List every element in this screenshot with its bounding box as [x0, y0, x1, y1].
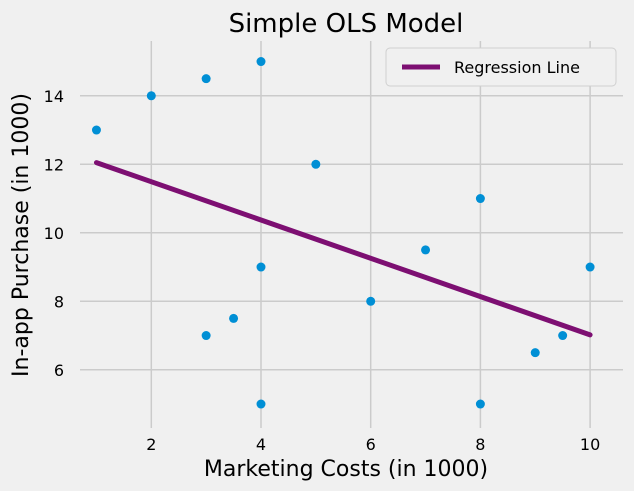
x-tick-label: 8 — [475, 435, 485, 454]
chart-title: Simple OLS Model — [229, 9, 464, 39]
x-tick-label: 2 — [146, 435, 156, 454]
plot-area — [80, 41, 623, 428]
x-axis-label: Marketing Costs (in 1000) — [204, 457, 488, 482]
scatter-point — [311, 159, 321, 169]
y-tick-label: 12 — [44, 155, 64, 174]
regression-line-group — [93, 160, 593, 338]
scatter-point — [146, 91, 156, 101]
scatter-point — [530, 348, 540, 358]
scatter-point — [256, 262, 266, 272]
x-tick-label: 10 — [580, 435, 600, 454]
scatter-point — [585, 262, 595, 272]
scatter-points — [91, 57, 595, 409]
y-tick-label: 10 — [44, 224, 64, 243]
scatter-point — [229, 313, 239, 323]
scatter-point — [475, 399, 485, 409]
y-tick-label: 8 — [54, 292, 64, 311]
x-tick-label: 6 — [366, 435, 376, 454]
legend: Regression Line — [385, 47, 617, 87]
y-axis-label: In-app Purchase (in 1000) — [9, 93, 34, 377]
scatter-point — [256, 399, 266, 409]
legend-box — [385, 47, 617, 87]
scatter-point — [558, 331, 568, 341]
y-tick-label: 14 — [44, 87, 64, 106]
regression-line — [93, 160, 593, 338]
scatter-point — [366, 296, 376, 306]
legend-label: Regression Line — [454, 58, 580, 77]
scatter-point — [421, 245, 431, 255]
scatter-point — [256, 57, 266, 67]
scatter-point — [201, 331, 211, 341]
x-tick-label: 4 — [256, 435, 266, 454]
scatter-point — [201, 74, 211, 84]
y-ticks: 6 8 10 12 14 — [44, 87, 64, 380]
y-tick-label: 6 — [54, 361, 64, 380]
scatter-point — [475, 194, 485, 204]
x-ticks: 2 4 6 8 10 — [146, 435, 600, 454]
scatter-point — [91, 125, 101, 135]
grid — [80, 41, 623, 428]
